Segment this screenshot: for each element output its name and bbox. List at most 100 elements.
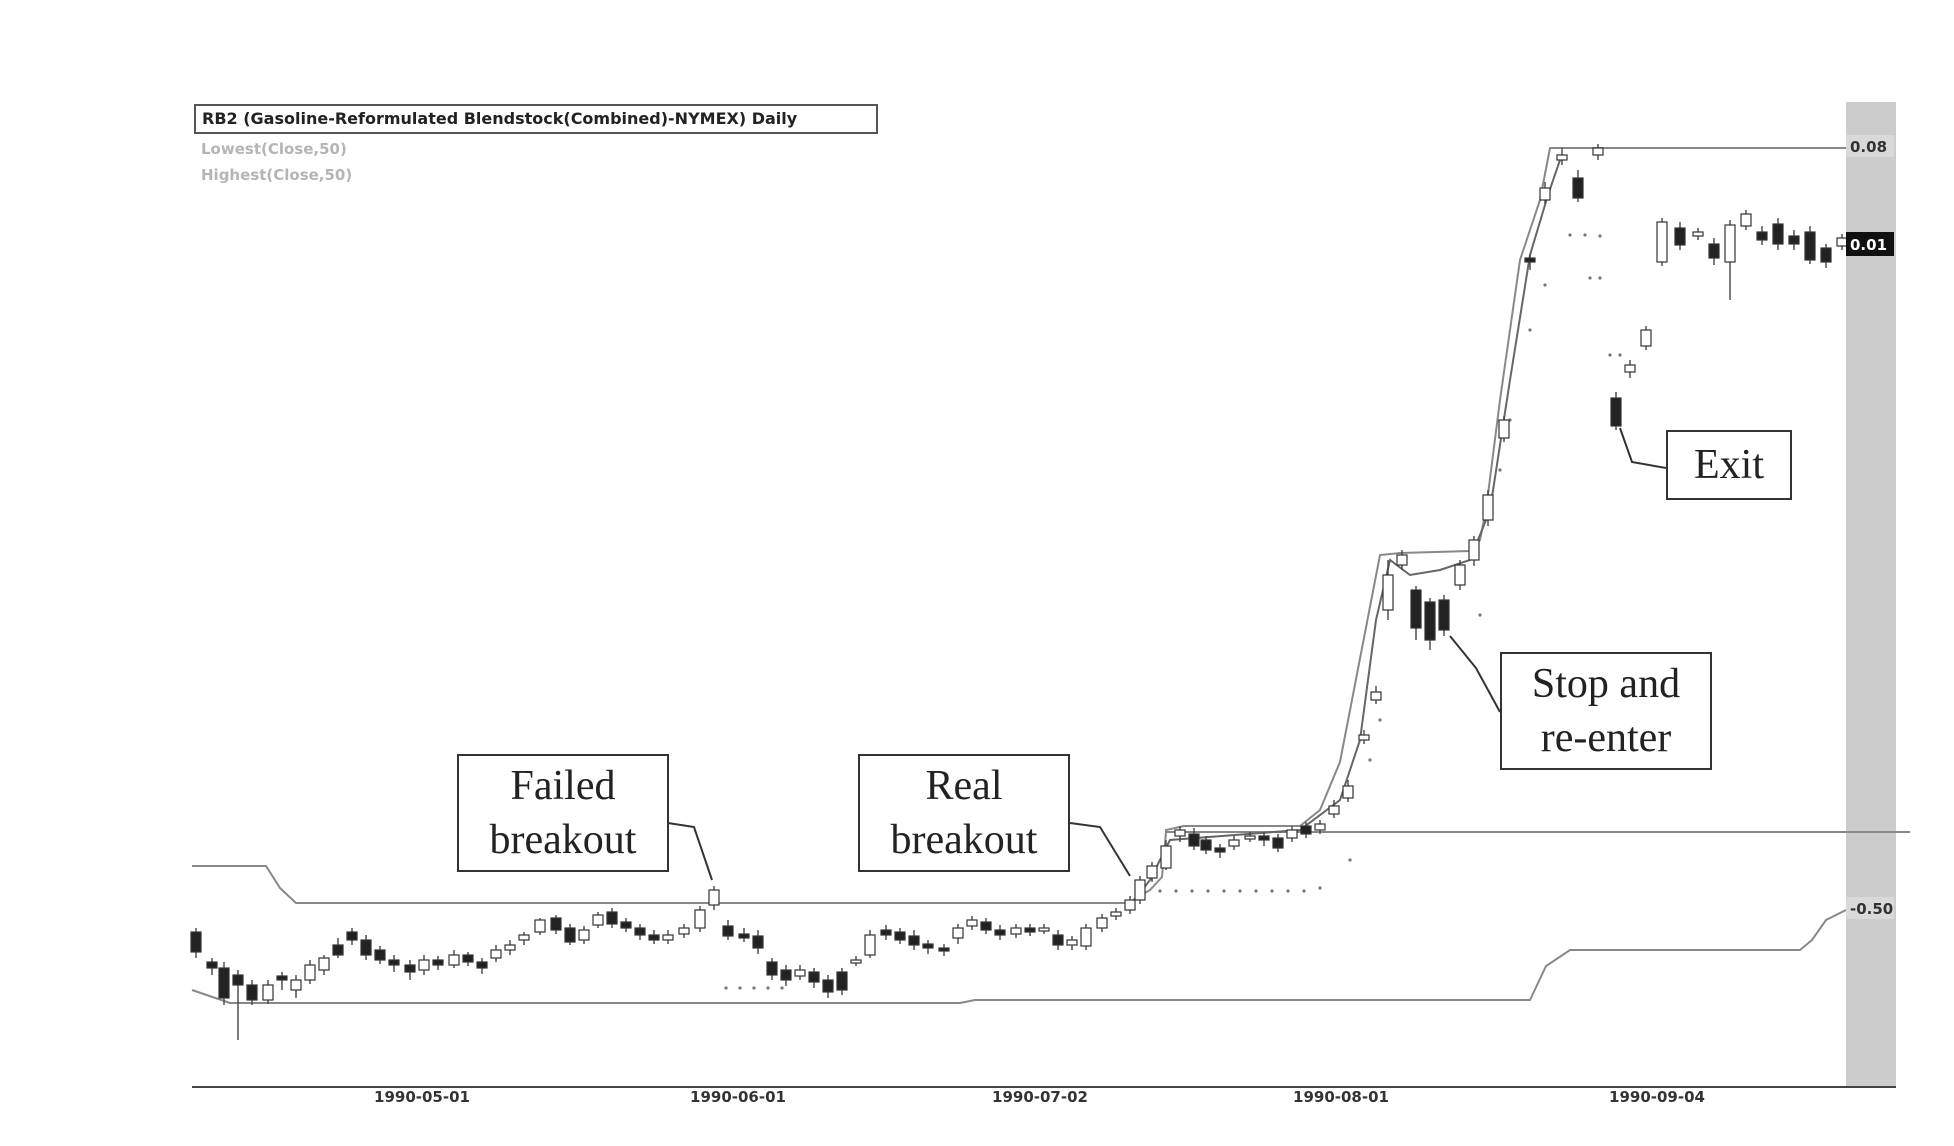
candle-body (952, 927, 964, 939)
candle-body (1410, 589, 1422, 629)
candle-body (1438, 599, 1450, 631)
candle-body (290, 979, 302, 991)
candle-body (1772, 223, 1784, 245)
candle-body (1328, 805, 1340, 815)
callout-line: Real (925, 763, 1003, 809)
candle-body (678, 927, 690, 935)
candle-body (564, 927, 576, 943)
candle-body (490, 949, 502, 959)
candle-body (1342, 785, 1354, 799)
candle-body (606, 911, 618, 925)
candle-body (1066, 939, 1078, 946)
lowest-close-line (191, 909, 1847, 1004)
candle-body (1146, 865, 1158, 879)
candle-body (648, 934, 660, 941)
callout-line: Stop and (1531, 661, 1681, 707)
x-tick-label: 1990-05-01 (374, 1088, 470, 1106)
candle-body (1200, 839, 1212, 851)
candle-body (980, 921, 992, 931)
candle-body (1820, 247, 1832, 263)
candle-body (1160, 845, 1172, 869)
highest-close-line (192, 831, 1910, 904)
candle-body (1556, 154, 1568, 161)
candle-body (738, 933, 750, 939)
candle-body (1424, 601, 1436, 641)
candle-body (994, 929, 1006, 936)
price-label-neg0.50: -0.50 (1850, 900, 1893, 918)
candle-body (1052, 934, 1064, 946)
candle-body (206, 961, 218, 969)
candle-body (1272, 837, 1284, 849)
candle-body (190, 931, 202, 953)
chart-title: RB2 (Gasoline-Reformulated Blendstock(Co… (194, 104, 878, 134)
candle-body (1110, 911, 1122, 917)
indicator-label-lowest: Lowest(Close,50) (201, 140, 347, 158)
candle-body (1038, 927, 1050, 932)
candle-body (908, 935, 920, 946)
x-tick-label: 1990-06-01 (690, 1088, 786, 1106)
candle-body (808, 971, 820, 983)
candle-body (448, 954, 460, 966)
candle-body (504, 944, 516, 951)
candle-body (360, 939, 372, 956)
candle-body (1804, 231, 1816, 261)
candle-body (822, 979, 834, 993)
candle-body (864, 934, 876, 956)
candle-body (1610, 397, 1622, 427)
candle-body (1482, 494, 1494, 521)
candle-body (262, 984, 274, 1001)
candle-body (1454, 564, 1466, 586)
candle-body (794, 969, 806, 977)
highest-close-line-upper (1165, 147, 1846, 832)
candle-body (922, 943, 934, 949)
price-labels: 0.08 0.01 -0.50 (1846, 135, 1894, 919)
price-label-box-neg0.50 (1846, 897, 1894, 919)
candle-body (1756, 231, 1768, 241)
candle-body (518, 934, 530, 941)
callout-real-breakout: Real breakout (858, 754, 1070, 872)
candle-body (432, 959, 444, 966)
candle-body (534, 919, 546, 933)
candle-body (550, 917, 562, 931)
candle-body (722, 925, 734, 937)
candle-body (1740, 213, 1752, 227)
candle-body (578, 929, 590, 941)
candle-body (752, 935, 764, 949)
candle-body (1498, 419, 1510, 439)
candle-body (708, 889, 720, 906)
callout-line: breakout (489, 817, 637, 863)
exit-connector (1619, 427, 1667, 469)
candle-body (1024, 927, 1036, 933)
candle-body (938, 947, 950, 952)
candle-body (1724, 224, 1736, 263)
candle-body (246, 984, 258, 1001)
close-line (1129, 159, 1561, 907)
candle-body (346, 931, 358, 941)
candle-body (592, 914, 604, 926)
callout-line: Failed (510, 763, 616, 809)
x-tick-label: 1990-07-02 (992, 1088, 1088, 1106)
candle-body (1624, 364, 1636, 373)
candle-body (1539, 187, 1551, 201)
candle-body (1214, 847, 1226, 853)
candle-body (1080, 927, 1092, 947)
candle-body (1592, 147, 1604, 156)
candles-group (190, 144, 1848, 1040)
candle-body (1314, 823, 1326, 831)
candle-body (476, 961, 488, 969)
candle-body (1788, 235, 1800, 245)
candle-body (232, 974, 244, 986)
candle-body (1836, 237, 1848, 247)
stop-dots (724, 233, 1622, 990)
callout-failed-breakout: Failed breakout (457, 754, 669, 872)
candle-body (1674, 227, 1686, 246)
candle-body (1524, 257, 1536, 263)
candle-body (1396, 554, 1408, 566)
candle-body (966, 919, 978, 927)
candle-body (1370, 691, 1382, 701)
candle-body (276, 975, 288, 981)
callout-stop-and-reenter: Stop and re-enter (1500, 652, 1712, 770)
callout-exit: Exit (1666, 430, 1792, 500)
x-tick-labels: 1990-05-01 1990-06-01 1990-07-02 1990-08… (374, 1088, 1705, 1106)
